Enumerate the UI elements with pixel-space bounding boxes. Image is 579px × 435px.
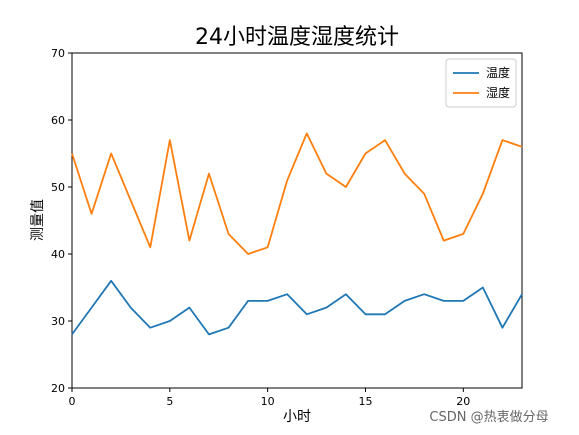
y-tick-label: 40 xyxy=(51,248,65,261)
series-line-湿度 xyxy=(71,132,523,255)
y-tick-label: 70 xyxy=(51,47,65,60)
y-axis-label: 测量值 xyxy=(30,199,46,241)
series-lines xyxy=(71,132,523,336)
series-line-温度 xyxy=(71,279,523,336)
axis-ticks: 0 5 10 15 20 20 30 40 50 60 70 xyxy=(51,47,470,408)
y-tick-label: 30 xyxy=(51,315,65,328)
x-tick-label: 20 xyxy=(456,395,470,408)
legend-label: 温度 xyxy=(486,65,510,80)
legend-box xyxy=(445,58,517,108)
watermark-text: CSDN @热衷做分母 xyxy=(429,409,548,425)
y-tick-label: 50 xyxy=(51,181,65,194)
plot-area xyxy=(71,52,523,389)
chart-title: 24小时温度湿度统计 xyxy=(195,25,399,50)
y-tick-label: 20 xyxy=(51,382,65,395)
x-tick-label: 10 xyxy=(261,395,275,408)
x-tick-label: 15 xyxy=(358,395,372,408)
x-tick-label: 5 xyxy=(166,395,173,408)
legend: 温度湿度 xyxy=(445,58,517,108)
legend-label: 湿度 xyxy=(486,85,510,100)
plot-frame xyxy=(71,52,523,389)
x-tick-label: 0 xyxy=(69,395,76,408)
y-tick-label: 60 xyxy=(51,114,65,127)
x-axis-label: 小时 xyxy=(283,409,311,425)
